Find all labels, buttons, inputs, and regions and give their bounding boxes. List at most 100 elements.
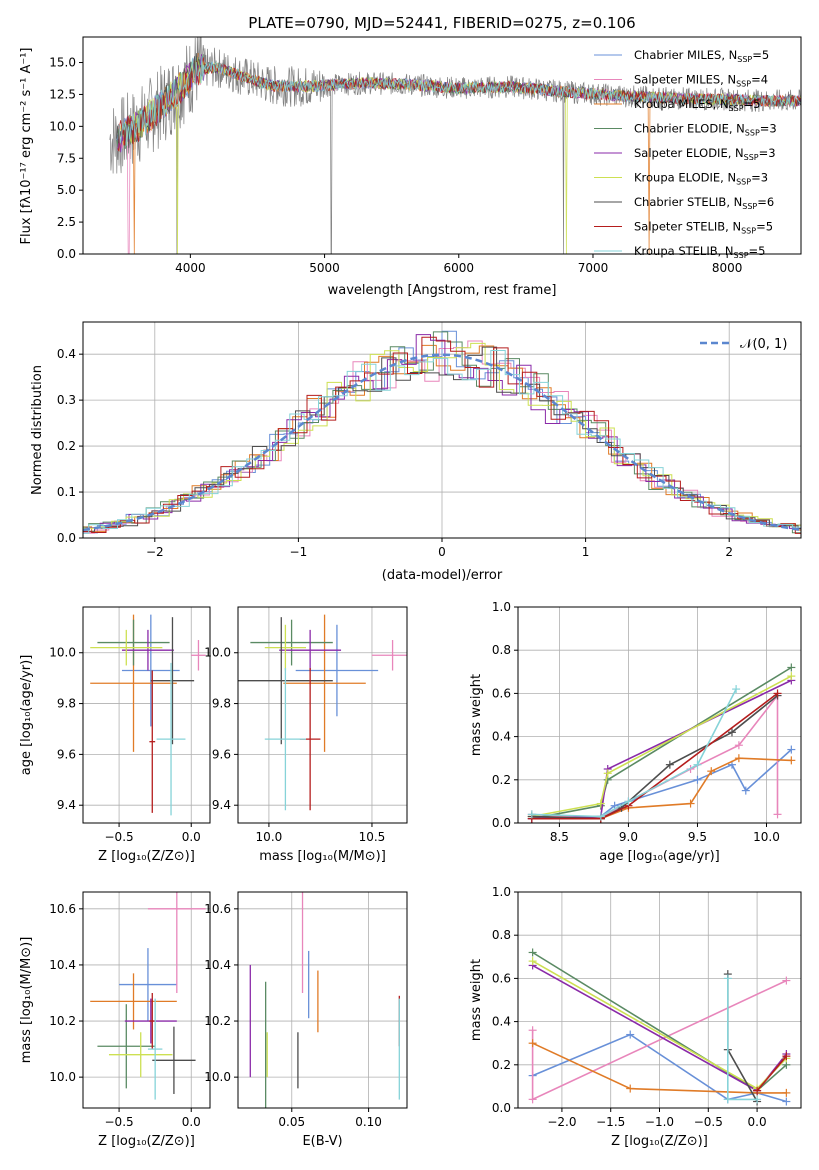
- panel-marks: [90, 614, 206, 816]
- residual-ytick-label: 0.2: [57, 439, 76, 453]
- mass-weight-marker: [596, 812, 605, 821]
- panel-age-vs-Z: −0.5 0.0 9.4 9.6 9.8 10.0 Z [log₁₀(Z/Z⊙)] age […: [19, 606, 211, 864]
- xtick-label: −0.5: [105, 830, 134, 844]
- spectrum-xtick-label: 5000: [309, 261, 340, 275]
- mass-weight-line: [756, 1055, 788, 1092]
- panel-marks: [90, 892, 206, 1100]
- normal-curve: [83, 353, 801, 532]
- panel-xlabel: age [log₁₀(age/yr)]: [599, 849, 720, 864]
- mass-weight-marker: [527, 810, 536, 819]
- xtick-label: 9.0: [619, 830, 638, 844]
- ytick-label: 10.4: [49, 958, 76, 972]
- panel-ylabel: mass [log₁₀(M/M⊙)]: [19, 937, 34, 1064]
- legend-entry: Salpeter ELODIE, NSSP=3: [634, 146, 776, 162]
- ytick-label: 0.6: [492, 686, 511, 700]
- spectrum-ytick-label: 12.5: [49, 87, 76, 101]
- ytick-label: 0.8: [492, 928, 511, 942]
- spectrum-ytick-label: 5.0: [57, 183, 76, 197]
- ytick-label: 9.4: [57, 798, 76, 812]
- mass-weight-marker: [734, 754, 743, 763]
- xtick-label: 0.0: [748, 1115, 767, 1129]
- ytick-label: 9.8: [57, 697, 76, 711]
- ytick-label: 9.4: [212, 798, 231, 812]
- mass-weight-marker: [528, 948, 537, 957]
- xtick-label: 10.0: [256, 830, 283, 844]
- ytick-label: 10.4: [204, 958, 231, 972]
- mass-weight-marker: [626, 1084, 635, 1093]
- spectrum-ytick-label: 2.5: [57, 215, 76, 229]
- spectrum-xtick-label: 4000: [175, 261, 206, 275]
- ytick-label: 0.2: [492, 1058, 511, 1072]
- residual-legend: 𝒩(0, 1): [700, 337, 787, 352]
- xtick-label: 0.10: [355, 1115, 382, 1129]
- spectrum-xtick-label: 7000: [578, 261, 609, 275]
- xtick-label: −2.0: [547, 1115, 576, 1129]
- mass-weight-marker: [693, 760, 702, 769]
- mass-weight-marker: [528, 957, 537, 966]
- mass-weight-marker: [741, 786, 750, 795]
- residual-histogram: [83, 344, 801, 532]
- mass-weight-marker: [782, 1088, 791, 1097]
- spectrum-legend: Chabrier MILES, NSSP=5 Salpeter MILES, NS…: [594, 48, 777, 260]
- mass-weight-marker: [787, 663, 796, 672]
- ytick-label: 10.0: [204, 1070, 231, 1084]
- legend-entry: Kroupa STELIB, NSSP=5: [634, 244, 765, 260]
- panel-ylabel: mass weight: [469, 674, 484, 756]
- legend-entry: Salpeter MILES, NSSP=4: [634, 73, 768, 89]
- ytick-label: 10.6: [49, 902, 76, 916]
- residual-ytick-label: 0.3: [57, 393, 76, 407]
- spectrum-xtick-label: 6000: [444, 261, 475, 275]
- mass-weight-line: [531, 679, 792, 820]
- legend-entry: Chabrier STELIB, NSSP=6: [634, 195, 774, 211]
- ytick-label: 0.0: [492, 1101, 511, 1115]
- mass-weight-marker: [528, 1026, 537, 1035]
- spectrum-lines: [109, 37, 801, 254]
- residual-xtick-label: 0: [438, 545, 446, 559]
- residual-histogram: [83, 350, 801, 534]
- mass-weight-marker: [528, 1095, 537, 1104]
- mass-weight-marker: [782, 1052, 791, 1061]
- panel-mass-vs-Z: −0.5 0.0 10.0 10.2 10.4 10.6 Z [log₁₀(Z/Z⊙)] ma…: [19, 891, 211, 1149]
- residual-ytick-label: 0.0: [57, 531, 76, 545]
- xtick-label: 0.0: [182, 1115, 201, 1129]
- ytick-label: 1.0: [492, 885, 511, 899]
- mass-weight-marker: [686, 799, 695, 808]
- ytick-label: 0.2: [492, 773, 511, 787]
- legend-entry: Kroupa MILES, NSSP=5: [634, 97, 760, 113]
- residual-ylabel: Normed distribution: [30, 365, 45, 495]
- ytick-label: 10.6: [204, 902, 231, 916]
- panel-marks: [249, 892, 400, 1108]
- legend-entry: Chabrier MILES, NSSP=5: [634, 48, 769, 64]
- mass-weight-marker: [723, 974, 732, 983]
- xtick-label: 0.0: [182, 830, 201, 844]
- legend-entry: Kroupa ELODIE, NSSP=3: [634, 171, 768, 187]
- xtick-label: 0.05: [278, 1115, 305, 1129]
- residual-histogram: [83, 336, 801, 534]
- mass-weight-marker: [596, 799, 605, 808]
- ytick-label: 10.0: [204, 646, 231, 660]
- panel-xlabel: mass [log₁₀(M/M⊙)]: [259, 849, 386, 864]
- mass-weight-marker: [723, 1095, 732, 1104]
- mass-weight-marker: [727, 728, 736, 737]
- xtick-label: −0.5: [694, 1115, 723, 1129]
- residual-histograms: [83, 330, 801, 534]
- mass-weight-marker: [753, 1095, 762, 1104]
- panel-mass-vs-EBV: 0.05 0.10 10.0 10.2 10.4 10.6 E(B-V): [204, 891, 408, 1149]
- residual-xtick-label: 1: [582, 545, 590, 559]
- panel-ylabel: age [log₁₀(age/yr)]: [19, 655, 34, 776]
- ytick-label: 0.8: [492, 643, 511, 657]
- xtick-label: −0.5: [105, 1115, 134, 1129]
- mass-weight-line: [532, 1042, 787, 1094]
- residual-xtick-label: −1: [290, 545, 308, 559]
- legend-entry: Chabrier ELODIE, NSSP=3: [634, 122, 777, 138]
- xtick-label: 10.0: [753, 830, 780, 844]
- mass-weight-marker: [624, 797, 633, 806]
- residual-histogram: [83, 340, 801, 534]
- mass-weight-marker: [782, 1097, 791, 1106]
- mass-weight-marker: [626, 1030, 635, 1039]
- residual-panel: −2 −1 0 1 2 0.0 0.1 0.2 0.3 0.4 𝒩(0, 1) (data-mod…: [30, 321, 802, 583]
- ytick-label: 0.6: [492, 971, 511, 985]
- spectrum-ytick-label: 0.0: [57, 247, 76, 261]
- ytick-label: 9.8: [212, 697, 231, 711]
